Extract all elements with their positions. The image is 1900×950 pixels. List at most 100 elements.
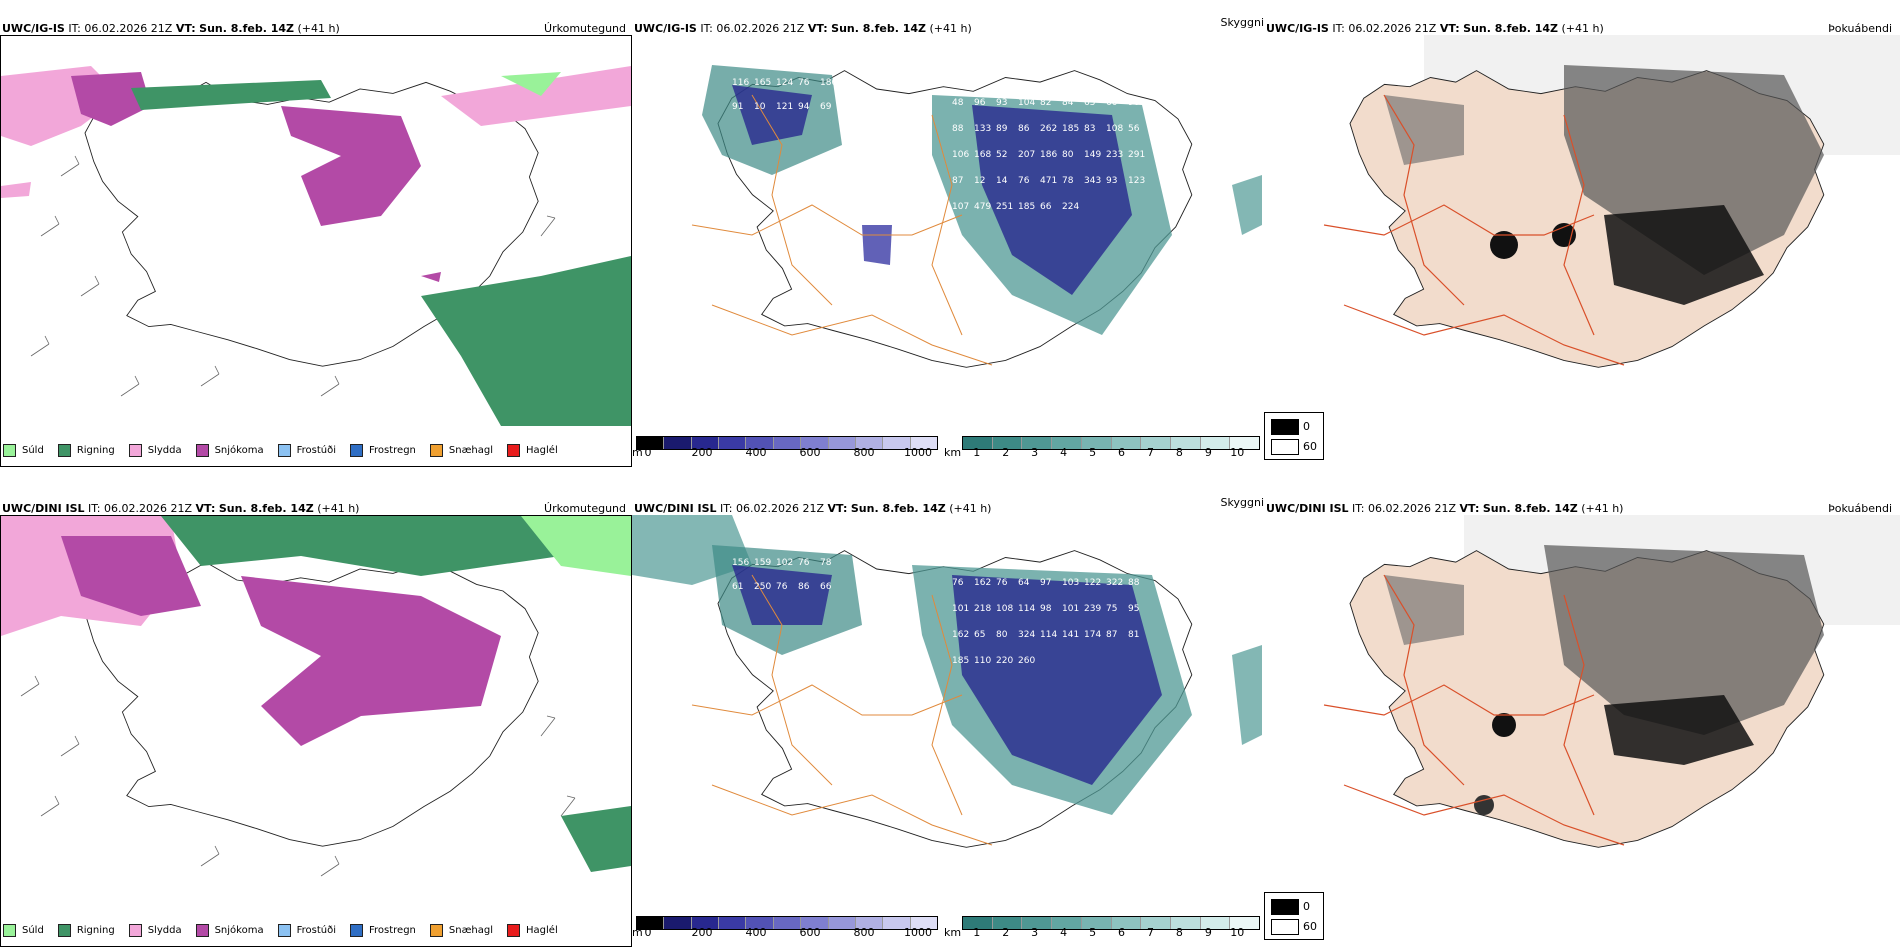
cloud-height-label: 76: [1018, 176, 1030, 186]
colorbar-tick-label: 9: [1204, 926, 1212, 939]
colorbar-segment: [1111, 917, 1142, 929]
vt-label: VT:: [175, 22, 196, 35]
lead-time: (+41 h): [949, 502, 992, 515]
cloud-height-label: 114: [1040, 630, 1057, 640]
cloud-height-labels: 156 159 102 76 78 61 250 76 86 66 76 162 76 64 97 103 12…: [732, 558, 1140, 666]
legend-label: Rigning: [76, 924, 115, 936]
fog-header-top: UWC/IG-IS IT: 06.02.2026 21Z VT: Sun. 8.…: [1266, 22, 1604, 35]
cloud-height-label: 116: [732, 78, 749, 88]
precip-header-top: UWC/IG-IS IT: 06.02.2026 21Z VT: Sun. 8.…: [2, 22, 340, 35]
cloud-height-label: 103: [1062, 578, 1079, 588]
colorbar-height: [636, 916, 938, 930]
colorbar-segment: [1200, 917, 1231, 929]
cloud-height-label: 133: [974, 124, 991, 134]
colorbar-tick-label: 7: [1146, 446, 1154, 459]
swatch: [195, 923, 209, 937]
cloud-height-label: 251: [996, 202, 1013, 212]
cloud-height-label: 122: [1084, 578, 1101, 588]
swatch: [3, 443, 16, 457]
colorbar-tick-label: 10: [1230, 926, 1245, 939]
cloud-height-label: 61: [732, 582, 743, 592]
cloud-height-label: 104: [1018, 98, 1035, 108]
cloud-height-label: 168: [974, 150, 991, 160]
colorbar-segment: [1081, 917, 1112, 929]
it-value: 06.02.2026 21Z: [84, 22, 173, 35]
cloud-height-label: 322: [1106, 578, 1123, 588]
precip-map-bottom: Súld Rigning Slydda Snjókoma Frostúði Fr…: [0, 515, 632, 947]
lead-time: (+41 h): [297, 22, 340, 35]
cloud-height-label: 108: [996, 604, 1013, 614]
cloud-height-label: 87: [1106, 630, 1117, 640]
colorbar-tick-label: 1: [973, 926, 981, 939]
colorbar-tick-label: 5: [1089, 926, 1097, 939]
precip-map-svg-bottom: [1, 516, 631, 877]
vt-label: VT:: [1439, 22, 1460, 35]
swatch: [429, 923, 443, 937]
cloud-height-label: 250: [754, 582, 771, 592]
legend-item: Frostúði: [277, 923, 336, 937]
swatch: [507, 923, 521, 937]
it-label: IT:: [1352, 502, 1365, 515]
vt-value: Sun. 8.feb. 14Z: [199, 22, 295, 35]
colorbar-tick-label: 0: [644, 446, 652, 459]
it-value: 06.02.2026 21Z: [716, 22, 805, 35]
colorbar-segment: [664, 917, 692, 929]
colorbar-segment: [1170, 437, 1201, 449]
cloud-height-label: 91: [732, 102, 743, 112]
fog-panel-top: UWC/IG-IS IT: 06.02.2026 21Z VT: Sun. 8.…: [1264, 0, 1900, 470]
colorbar-tick-label: 7: [1146, 926, 1154, 939]
colorbar-segment: [1081, 437, 1112, 449]
cloud-height-label: 156: [732, 558, 749, 568]
fog-map-bottom: [1264, 515, 1900, 910]
cloud-map-top: 116 165 124 76 180 91 10 121 94 69 48 96 93 104 82 84 65…: [632, 35, 1262, 430]
colorbar-tick-label: 6: [1118, 446, 1125, 459]
it-value: 06.02.2026 21Z: [736, 502, 825, 515]
precip-legend-bottom: Súld Rigning Slydda Snjókoma Frostúði Fr…: [3, 920, 572, 940]
colorbar-segment: [691, 437, 720, 449]
cloud-height-label: 65: [1084, 98, 1095, 108]
lead-time: (+41 h): [1561, 22, 1604, 35]
cloud-height-label: 174: [1084, 630, 1101, 640]
legend-item: Haglél: [507, 923, 558, 937]
vt-value: Sun. 8.feb. 14Z: [1482, 502, 1578, 515]
colorbar-segment: [883, 917, 911, 929]
cloud-height-label: 186: [1040, 150, 1057, 160]
cloud-height-label: 60: [1106, 98, 1118, 108]
colorbar-segment: [992, 437, 1023, 449]
fog-title-bottom: Þokuábendi: [1828, 502, 1892, 515]
swatch: [350, 443, 363, 457]
colorbar-height-ticks: 0 200 400 600 800 1000: [636, 446, 936, 460]
cloud-height-label: 233: [1106, 150, 1123, 160]
fog-map-top: [1264, 35, 1900, 430]
cloud-height-label: 97: [1040, 578, 1051, 588]
cloud-height-label: 80: [996, 630, 1008, 640]
it-label: IT:: [720, 502, 733, 515]
colorbar-height-unit: m: [632, 926, 643, 939]
colorbar-segment: [828, 917, 856, 929]
swatch: [3, 923, 16, 937]
colorbar-tick-label: 400: [745, 446, 767, 459]
fog-legend-low: 60: [1303, 920, 1317, 933]
legend-item: Snjókoma: [195, 443, 264, 457]
cloud-height-label: 324: [1018, 630, 1035, 640]
legend-label: Rigning: [76, 444, 115, 456]
cloud-fields: [702, 65, 1262, 335]
colorbar-segment: [801, 437, 829, 449]
road-lines: [691, 94, 993, 366]
vt-value: Sun. 8.feb. 14Z: [218, 502, 314, 515]
cloud-height-label: 291: [1128, 150, 1145, 160]
vt-label: VT:: [195, 502, 216, 515]
colorbar-segment: [1022, 917, 1053, 929]
cloud-height-label: 123: [1128, 176, 1145, 186]
precip-map-svg-top: [1, 66, 631, 426]
cloud-height-label: 106: [952, 150, 969, 160]
fog-legend-high: 0: [1303, 420, 1310, 433]
legend-label: Slydda: [147, 924, 182, 936]
swatch: [429, 443, 443, 457]
model-label: UWC/IG-IS: [1266, 22, 1329, 35]
precip-panel-bottom: UWC/DINI ISL IT: 06.02.2026 21Z VT: Sun.…: [0, 480, 632, 950]
legend-item: Súld: [3, 923, 44, 937]
legend-label: Súld: [22, 924, 44, 936]
cloud-height-label: 66: [820, 582, 832, 592]
legend-label: Slydda: [147, 444, 182, 456]
